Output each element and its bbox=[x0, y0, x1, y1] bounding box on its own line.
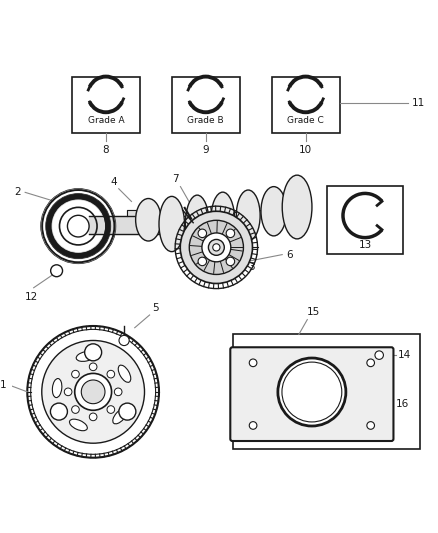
Circle shape bbox=[198, 229, 207, 238]
Text: 2: 2 bbox=[14, 188, 21, 197]
Circle shape bbox=[72, 370, 79, 378]
Circle shape bbox=[75, 374, 112, 410]
Circle shape bbox=[72, 406, 79, 414]
Ellipse shape bbox=[136, 198, 161, 241]
Bar bbox=[233, 335, 420, 449]
Circle shape bbox=[249, 359, 257, 367]
Circle shape bbox=[278, 358, 346, 426]
Text: 14: 14 bbox=[398, 350, 412, 360]
Bar bbox=[272, 77, 339, 133]
Text: Grade A: Grade A bbox=[88, 116, 124, 125]
Text: 8: 8 bbox=[102, 144, 109, 155]
Circle shape bbox=[367, 422, 374, 429]
Circle shape bbox=[89, 413, 97, 421]
Circle shape bbox=[208, 239, 224, 255]
Circle shape bbox=[198, 257, 207, 265]
Bar bbox=[327, 186, 403, 254]
Text: Grade C: Grade C bbox=[287, 116, 324, 125]
Circle shape bbox=[249, 422, 257, 429]
Text: 7: 7 bbox=[173, 174, 179, 184]
Circle shape bbox=[81, 380, 105, 403]
Circle shape bbox=[114, 388, 122, 395]
Circle shape bbox=[107, 370, 115, 378]
FancyBboxPatch shape bbox=[230, 348, 393, 441]
Ellipse shape bbox=[53, 378, 62, 398]
Circle shape bbox=[189, 220, 244, 274]
Text: 9: 9 bbox=[202, 144, 209, 155]
Ellipse shape bbox=[159, 196, 184, 252]
Circle shape bbox=[226, 229, 235, 238]
Bar bbox=[72, 77, 140, 133]
Text: 3: 3 bbox=[248, 262, 255, 272]
Circle shape bbox=[213, 244, 220, 251]
Circle shape bbox=[119, 403, 136, 420]
Text: 4: 4 bbox=[110, 176, 117, 187]
Circle shape bbox=[375, 351, 383, 359]
Circle shape bbox=[42, 341, 145, 443]
Text: 16: 16 bbox=[396, 399, 409, 409]
Ellipse shape bbox=[211, 192, 235, 247]
Ellipse shape bbox=[113, 408, 127, 424]
Text: 5: 5 bbox=[152, 303, 159, 313]
Text: 13: 13 bbox=[358, 239, 372, 249]
Circle shape bbox=[119, 335, 129, 345]
Circle shape bbox=[89, 363, 97, 370]
Ellipse shape bbox=[237, 190, 260, 241]
Text: Grade B: Grade B bbox=[187, 116, 224, 125]
Ellipse shape bbox=[185, 195, 209, 253]
Circle shape bbox=[107, 406, 115, 414]
Ellipse shape bbox=[118, 365, 131, 382]
Ellipse shape bbox=[282, 175, 312, 239]
Text: 1: 1 bbox=[0, 381, 6, 391]
Circle shape bbox=[27, 326, 159, 458]
Circle shape bbox=[367, 359, 374, 367]
Circle shape bbox=[51, 265, 63, 277]
Circle shape bbox=[50, 403, 67, 420]
Text: 12: 12 bbox=[25, 292, 38, 302]
Ellipse shape bbox=[76, 351, 95, 361]
Ellipse shape bbox=[261, 187, 286, 236]
Bar bbox=[172, 77, 240, 133]
Text: 15: 15 bbox=[307, 306, 321, 317]
Text: 11: 11 bbox=[412, 98, 425, 108]
Circle shape bbox=[64, 388, 72, 395]
Circle shape bbox=[85, 344, 102, 361]
Circle shape bbox=[226, 257, 235, 265]
Ellipse shape bbox=[70, 419, 87, 431]
Text: 6: 6 bbox=[286, 249, 293, 260]
Circle shape bbox=[202, 233, 231, 262]
Text: 10: 10 bbox=[299, 144, 312, 155]
Circle shape bbox=[180, 211, 252, 284]
